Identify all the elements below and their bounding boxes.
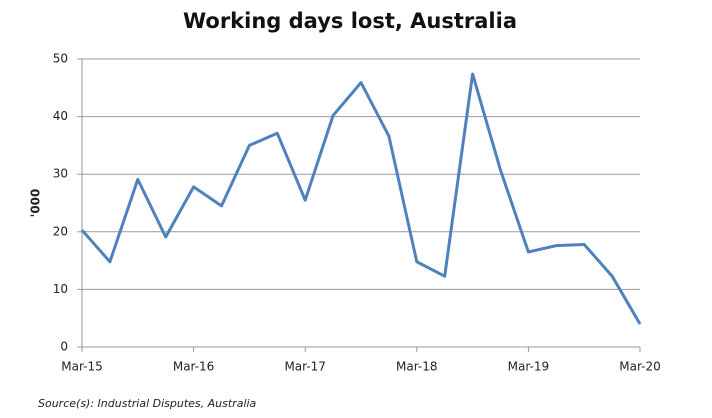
y-axis-label: '000 bbox=[29, 189, 43, 218]
x-tick-label: Mar-17 bbox=[284, 360, 325, 374]
source-note: Source(s): Industrial Disputes, Australi… bbox=[38, 397, 257, 410]
x-tick-label: Mar-20 bbox=[619, 360, 660, 374]
x-tick-label: Mar-18 bbox=[396, 360, 437, 374]
x-tick-label: Mar-16 bbox=[173, 360, 214, 374]
y-tick-label: 40 bbox=[53, 109, 68, 123]
y-tick-label: 50 bbox=[53, 52, 68, 66]
x-tick-label: Mar-19 bbox=[508, 360, 549, 374]
y-tick-label: 0 bbox=[60, 340, 68, 354]
y-tick-label: 10 bbox=[53, 282, 68, 296]
x-tick-label: Mar-15 bbox=[61, 360, 102, 374]
y-tick-label: 30 bbox=[53, 167, 68, 181]
chart-title: Working days lost, Australia bbox=[183, 9, 517, 33]
data-line bbox=[80, 72, 642, 325]
y-tick-label: 20 bbox=[53, 224, 68, 238]
